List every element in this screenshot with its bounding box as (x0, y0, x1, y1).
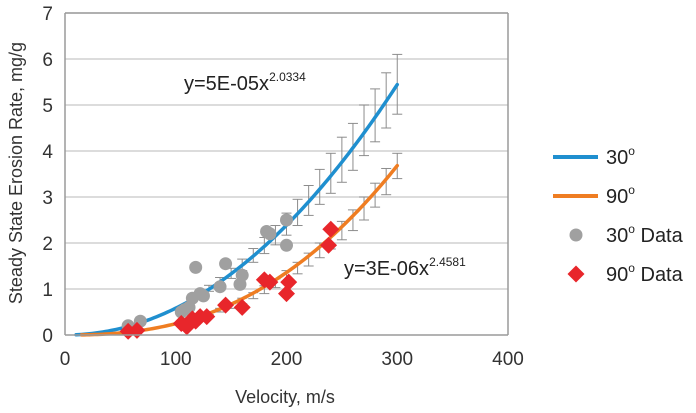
legend-label-90-sup: o (628, 183, 635, 197)
data-point-30 (196, 289, 210, 303)
equation-30-base: y=5E-05x (184, 73, 269, 95)
legend-label-90-data: 90o Data (606, 261, 684, 286)
legend-swatch-90-data-marker (567, 265, 585, 283)
y-tick-label-1: 1 (42, 280, 53, 301)
data-point-90 (322, 220, 340, 238)
data-point-30 (280, 238, 293, 252)
x-tick-label-200: 200 (271, 349, 303, 370)
legend-label-90-base: 90 (606, 186, 628, 208)
data-point-30 (213, 280, 227, 294)
x-tick-label-300: 300 (381, 349, 413, 370)
equation-30: y=5E-05x2.0334 (184, 70, 306, 95)
data-point-90 (278, 285, 295, 303)
data-point-30 (189, 260, 203, 274)
legend-label-90-data-base: 90 (606, 264, 628, 286)
y-axis-title: Steady State Erosion Rate, mg/g (6, 42, 26, 304)
axes (64, 12, 509, 336)
legend-label-30-sup: o (628, 144, 635, 158)
data-point-90 (233, 298, 251, 316)
x-axis-title: Velocity, m/s (235, 387, 335, 407)
y-tick-label-2: 2 (42, 234, 53, 255)
data-point-90 (198, 308, 216, 326)
equation-90-exponent: 2.4581 (429, 255, 466, 269)
x-tick-label-100: 100 (160, 349, 192, 370)
legend-label-30-data: 30o Data (606, 222, 684, 247)
y-tick-label-5: 5 (42, 96, 53, 117)
y-tick-label-6: 6 (42, 50, 53, 71)
data-point-90 (261, 273, 279, 291)
equation-90: y=3E-06x2.4581 (344, 255, 466, 280)
tick-labels: 0 1 2 3 4 5 6 7 0 100 200 300 400 (42, 4, 523, 370)
x-tick-label-0: 0 (60, 349, 71, 370)
data-point-90 (320, 236, 338, 254)
y-tick-label-7: 7 (42, 4, 53, 25)
legend-label-90: 90o (606, 183, 635, 208)
legend-label-30: 30o (606, 144, 635, 169)
data-points (119, 213, 340, 340)
equation-90-base: y=3E-06x (344, 258, 429, 280)
legend: 30o 90o 30o Data 90o Data (553, 144, 684, 286)
y-tick-label-3: 3 (42, 188, 53, 209)
equation-30-exponent: 2.0334 (269, 70, 306, 84)
data-point-90 (217, 296, 235, 314)
legend-label-30-data-base: 30 (606, 225, 628, 247)
data-point-30 (263, 227, 277, 241)
x-tick-label-400: 400 (492, 349, 524, 370)
data-point-30 (219, 257, 233, 271)
data-point-30 (235, 268, 249, 282)
y-tick-label-0: 0 (42, 326, 53, 347)
legend-label-90-data-suffix: Data (635, 264, 684, 286)
legend-label-30-base: 30 (606, 147, 628, 169)
legend-swatch-30-data-marker (569, 228, 583, 242)
data-point-90 (280, 273, 298, 291)
y-tick-label-4: 4 (42, 142, 53, 163)
legend-label-90-data-sup: o (628, 261, 635, 275)
legend-label-30-data-sup: o (628, 222, 635, 236)
legend-label-30-data-suffix: Data (635, 225, 684, 247)
data-point-30 (280, 213, 293, 227)
